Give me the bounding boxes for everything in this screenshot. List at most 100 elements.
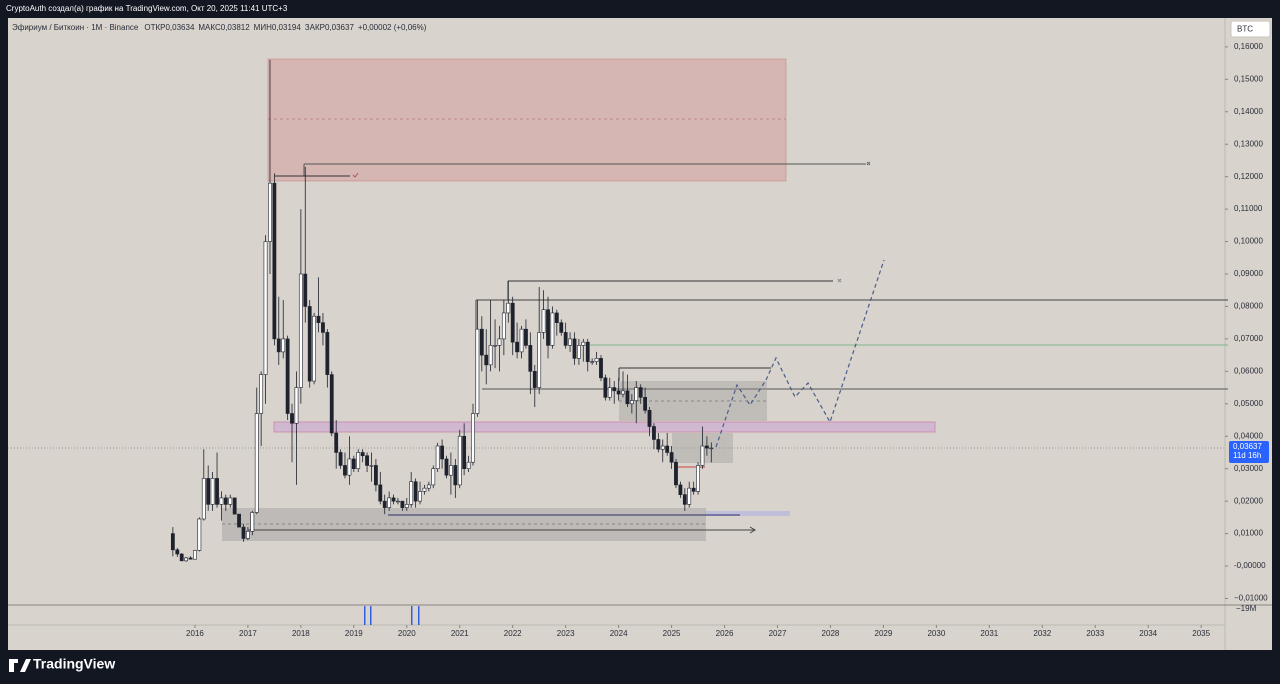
candle-body [307,306,312,382]
candle-body [431,468,436,486]
candle-body [621,390,625,395]
candle-body [515,341,519,353]
candle-body [652,426,656,440]
candle-body [232,497,237,515]
x-tick-label: 2033 [1086,629,1104,638]
volume-bar [418,606,420,625]
author-line: CryptoAuth создал(а) график на TradingVi… [6,4,288,13]
candle-body [268,182,272,242]
candle-body [210,478,215,505]
candle-body [298,273,303,388]
candle-body [603,377,608,398]
candle-body [254,413,259,513]
candle-body [219,497,224,505]
x-tick-label: 2018 [292,629,310,638]
candle-body [347,458,352,476]
candle-body [479,328,484,356]
drawings [8,58,1228,541]
level-marker [352,172,359,178]
candle-body [188,557,193,560]
candle-body [351,458,356,469]
projection-path [715,259,885,448]
ohlc-value: 0,03812 [221,23,250,32]
change: +0,00002 (+0,06%) [358,23,427,32]
symbol-title: Эфириум / Биткоин · 1М · Binance [12,23,139,32]
candle-body [184,557,189,562]
candle-body [682,494,687,505]
candle-body [519,328,524,353]
y-tick-label: 0,10000 [1234,237,1263,246]
candle-body [550,312,555,346]
candle-body [665,445,670,453]
ohlc-value: 0,03637 [325,23,354,32]
candle-body [475,328,480,414]
ohlc-value: 0,03194 [272,23,301,32]
candle-body [237,513,241,528]
candle-body [462,435,467,469]
candle-body [576,345,581,359]
candle-body [179,553,184,562]
level-marker [837,278,842,283]
candle-body [506,302,511,314]
x-tick-label: 2025 [663,629,681,638]
candle-body [568,338,572,346]
candle-body [466,461,471,469]
x-tick-label: 2027 [769,629,787,638]
candle-body [581,341,586,346]
y-tick-label: 0,13000 [1234,139,1263,148]
x-tick-label: 2031 [980,629,998,638]
candle-body [418,491,422,502]
candle-body [453,465,458,486]
y-tick-label: 0,12000 [1234,172,1263,181]
candle-body [325,332,330,375]
chart-area [8,18,1272,650]
candle-body [678,484,683,495]
x-tick-label: 2028 [822,629,840,638]
candle-body [554,312,559,323]
axes: 0,16000 0,15000 0,14000 0,13000 0,12000 0,110… [186,42,1269,638]
candle-body [709,447,714,450]
candle-body [193,550,197,560]
candle-body [413,481,418,502]
brand-name: TradingView [33,656,115,672]
candle-body [634,387,639,401]
candle-body [700,445,705,466]
candle-body [625,390,630,405]
candle-body [263,241,268,375]
candle-body [378,484,383,502]
y-tick-label: 0,01000 [1234,529,1263,538]
candle-body [391,497,396,502]
currency-button[interactable] [1230,20,1271,38]
candle-body [246,531,250,539]
candle-body [360,452,365,457]
candle-body [559,322,564,333]
support-band [705,511,790,516]
candle-body [488,345,493,366]
y-tick-label: 0,14000 [1234,107,1263,116]
x-tick-label: 2034 [1139,629,1157,638]
candle-body [705,445,709,449]
candle-body [338,452,343,466]
candle-body [448,465,453,476]
candle-body [687,487,692,505]
volume-pane [364,606,420,625]
candle-body [440,445,445,460]
currency-label[interactable]: BTC [1237,25,1253,34]
candle-body [365,455,369,466]
candle-body [241,526,246,539]
candle-body [316,315,321,323]
candle-body [201,478,206,520]
candle-body [272,182,277,340]
candle-body [484,354,489,366]
candle-body [175,549,180,555]
x-tick-label: 2035 [1192,629,1210,638]
volume-bar [364,606,366,625]
candle-body [426,484,431,489]
level-marker [866,161,871,166]
candle-body [321,322,325,333]
supply-zone [267,58,787,182]
ohlc-label: ОТКР [144,23,165,32]
candle-body [312,315,317,382]
